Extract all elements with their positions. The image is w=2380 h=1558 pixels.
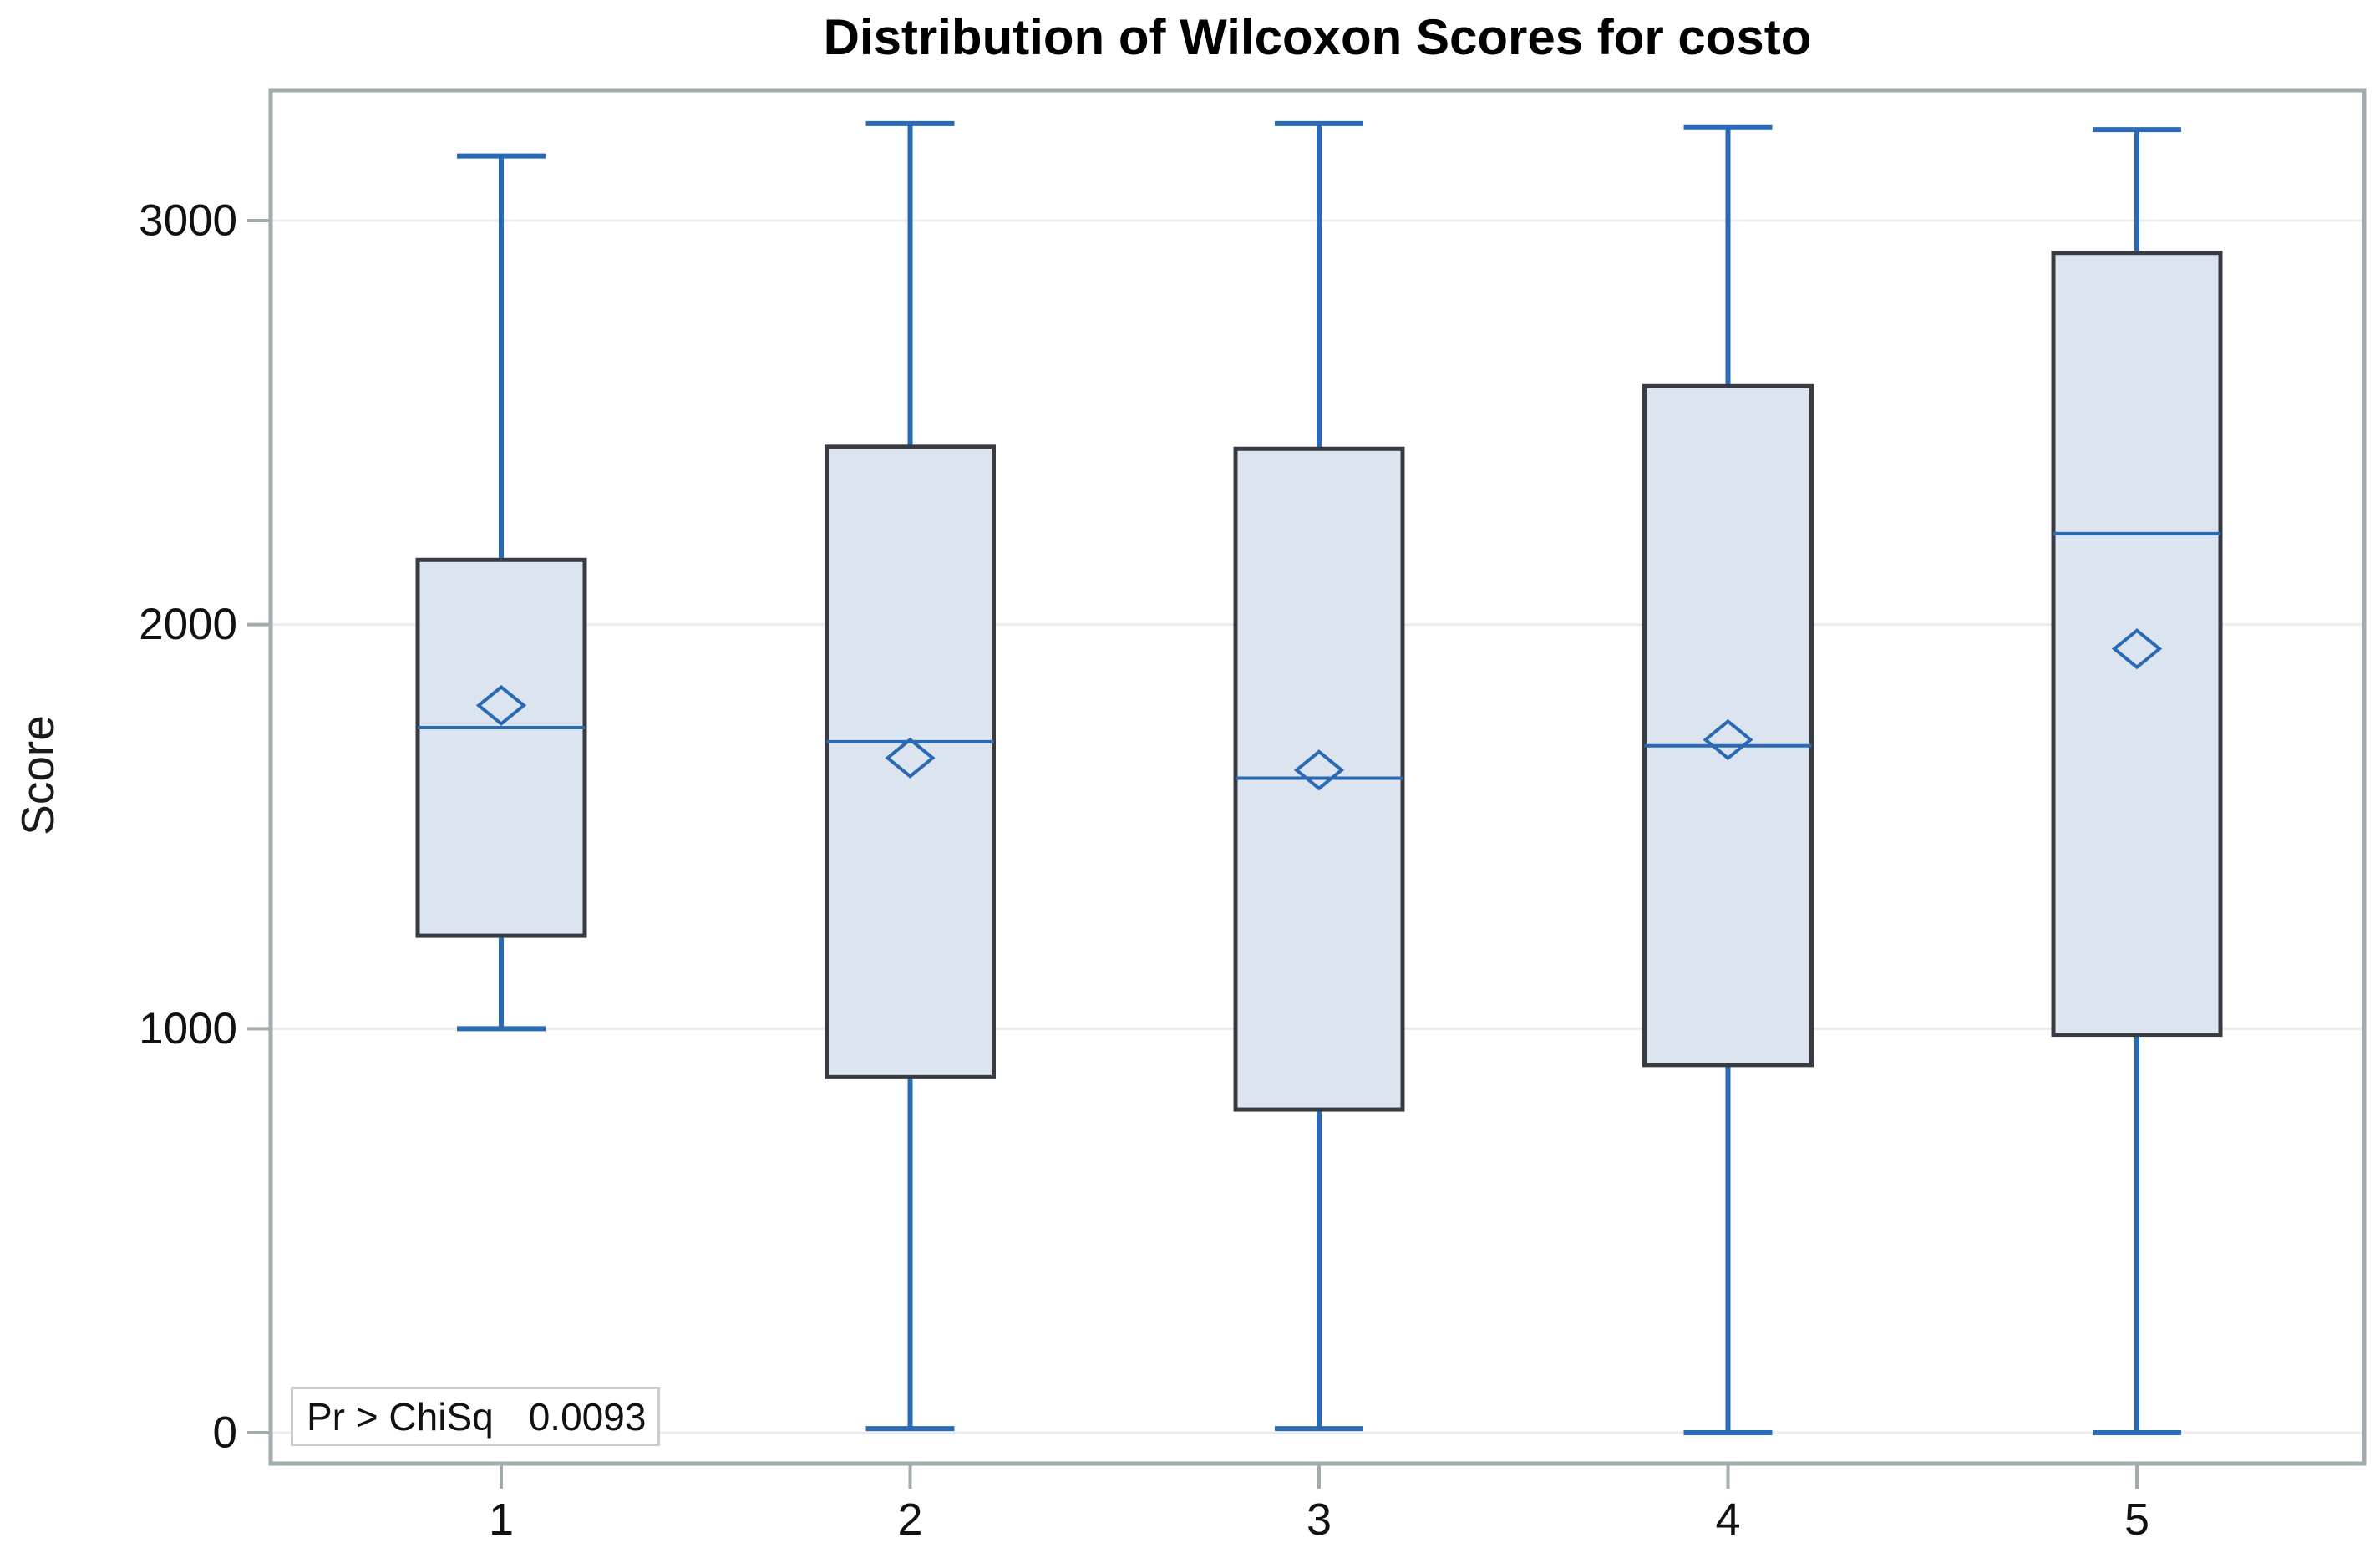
x-tick-label: 3	[1307, 1495, 1332, 1545]
mean-diamond	[885, 737, 936, 779]
plot-frame	[268, 88, 2367, 1466]
iqr-box	[1642, 383, 1814, 1068]
pvalue-inset: Pr > ChiSq 0.0093	[291, 1387, 660, 1446]
mean-diamond	[1703, 718, 1753, 761]
pvalue-value: 0.0093	[528, 1394, 647, 1439]
x-tick-label: 1	[489, 1495, 514, 1545]
iqr-box	[415, 557, 587, 938]
mean-diamond	[2111, 628, 2163, 670]
y-tick-label: 0	[213, 1408, 237, 1458]
iqr-box	[2051, 251, 2223, 1038]
mean-diamond	[1293, 749, 1345, 791]
iqr-box	[825, 444, 996, 1079]
x-tick-label: 2	[897, 1495, 922, 1545]
y-tick-label: 1000	[139, 1004, 237, 1053]
pvalue-label: Pr > ChiSq	[307, 1394, 494, 1439]
chart-title: Distribution of Wilcoxon Scores for cost…	[823, 9, 1812, 65]
x-tick-label: 5	[2124, 1495, 2149, 1545]
y-tick-label: 2000	[139, 600, 237, 649]
x-tick-label: 4	[1715, 1495, 1740, 1545]
mean-diamond	[475, 684, 527, 726]
y-tick-label: 3000	[139, 195, 237, 245]
